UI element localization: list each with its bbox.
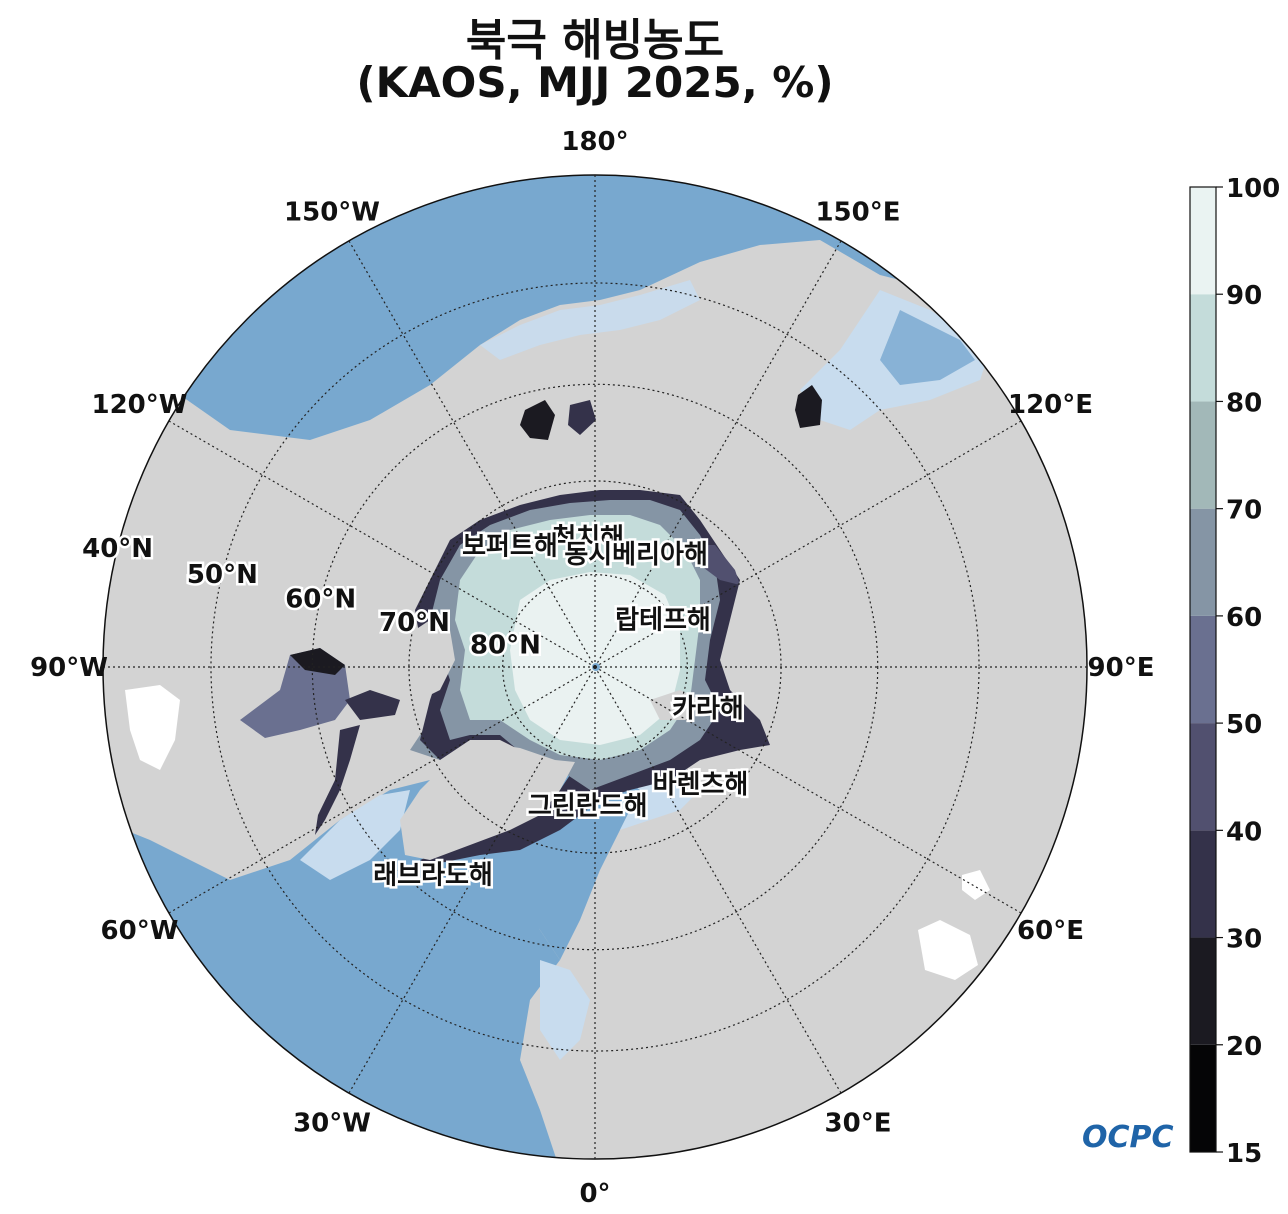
colorbar: 15 20 30 40 50 60 70 80 90 100 [1189,174,1280,1169]
lat-label: 60°N [285,585,356,615]
lon-label: 180° [561,127,628,157]
meridian [594,666,1022,914]
colorbar-tick-label: 60 [1226,603,1262,633]
meridian [594,666,842,1094]
colorbar-segment [1190,1044,1216,1152]
colorbar-segment [1190,401,1216,509]
colorbar-tick-label: 90 [1226,281,1262,311]
colorbar-tick-label: 70 [1226,496,1262,526]
white-lakes-canada [125,685,180,770]
colorbar-tick-label: 40 [1226,817,1262,847]
lon-label: 90°W [30,653,108,683]
lon-label: 150°W [284,197,380,227]
lon-label: 60°W [101,916,179,946]
map-title: 북극 해빙농도 [465,15,725,66]
bering-sea-shelf [480,280,700,360]
colorbar-segment [1190,508,1216,616]
longitude-labels: 180° 150°E 120°E 90°E 60°E 30°E 0° 30°W 60°W 90°W… [30,127,1154,1209]
lon-label: 90°E [1088,653,1155,683]
lon-label: 120°W [91,390,187,420]
colorbar-frame [1189,186,1217,1153]
lon-label: 120°E [1008,390,1093,420]
colorbar-segment [1190,187,1216,295]
lat-label: 70°N [379,608,450,638]
lat-label: 80°N [470,631,541,661]
graticule [103,175,1087,1159]
white-caspian [918,920,978,980]
colorbar-segment [1190,937,1216,1045]
colorbar-segment [1190,615,1216,724]
map-disc [103,175,1087,1159]
east-siberian-ice-edge [690,545,740,585]
colorbar-segment [1190,830,1216,938]
lon-label: 0° [579,1179,610,1209]
sea-label: 바렌츠해 [653,770,749,800]
meridian [594,420,1022,668]
white-aral [962,870,990,900]
meridian [594,240,842,668]
logo-text: OCPC [1082,1120,1174,1155]
chukchi-ice-patch [520,400,555,440]
lat-label: 50°N [187,560,258,590]
ocpc-logo: OCPC [1082,1120,1174,1155]
lon-label: 60°E [1017,916,1084,946]
meridian [168,666,596,914]
colorbar-tick-label: 80 [1226,388,1262,418]
sea-label: 래브라도해 [373,860,493,890]
okhotsk-ice-patch [795,385,822,428]
map-subtitle: (KAOS, MJJ 2025, %) [356,58,834,107]
labrador-ice-tongue [315,725,360,835]
hudson-ice-dark [290,648,345,675]
colorbar-tick-label: 30 [1226,925,1262,955]
arctic-pack-ice [510,572,680,745]
parallel-50 [210,282,980,1052]
labrador-sea-water [300,790,410,880]
sea-label: 동시베리아해 [564,540,708,570]
lat-label: 40°N [82,534,153,564]
greenland [400,742,575,860]
colorbar-segment [1190,294,1216,402]
colorbar-tick-label: 15 [1226,1139,1262,1169]
meridian [348,240,596,668]
parallel-60 [311,383,879,951]
lon-label: 30°W [293,1109,371,1139]
sea-label: 보퍼트해 [462,532,558,562]
colorbar-tick-label: 50 [1226,710,1262,740]
meridian [168,420,596,668]
hudson-strait [345,690,400,720]
colorbar-tick-label: 20 [1226,1032,1262,1062]
sea-label: 카라해 [672,694,744,724]
okhotsk-deep [880,310,975,385]
svalbard-fj [650,690,700,720]
canadian-archipelago [400,620,455,700]
meridian [348,666,596,1094]
lon-label: 30°E [825,1109,892,1139]
latitude-labels: 40°N 50°N 60°N 70°N 80°N [80,531,544,663]
north-sea [540,960,590,1060]
chukchi-ice-patch-2 [568,400,596,435]
lon-label: 150°E [815,197,900,227]
parallel-80 [502,574,688,760]
sea-label: 그린란드해 [528,792,648,822]
colorbar-tick-label: 100 [1226,174,1280,204]
sea-label: 랍테프해 [615,605,711,635]
sea-label: 척치해 [552,524,624,554]
colorbar-segment [1190,723,1216,831]
